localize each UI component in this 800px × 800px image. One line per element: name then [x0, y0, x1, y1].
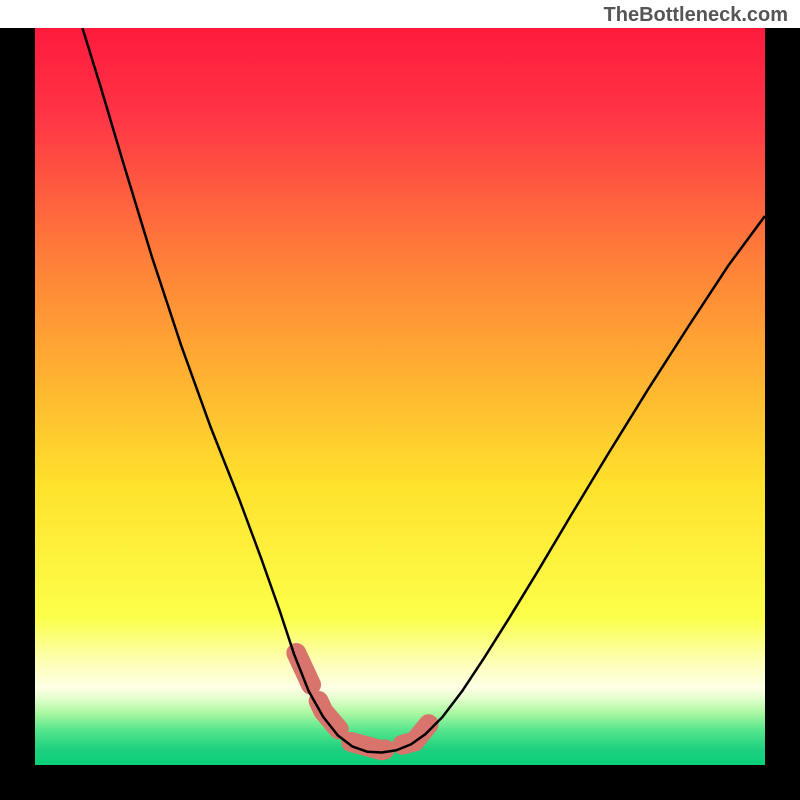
- chart-canvas: TheBottleneck.com: [0, 0, 800, 800]
- chart-svg: [0, 0, 800, 800]
- watermark-text: TheBottleneck.com: [604, 4, 788, 27]
- plot-background: [35, 28, 765, 765]
